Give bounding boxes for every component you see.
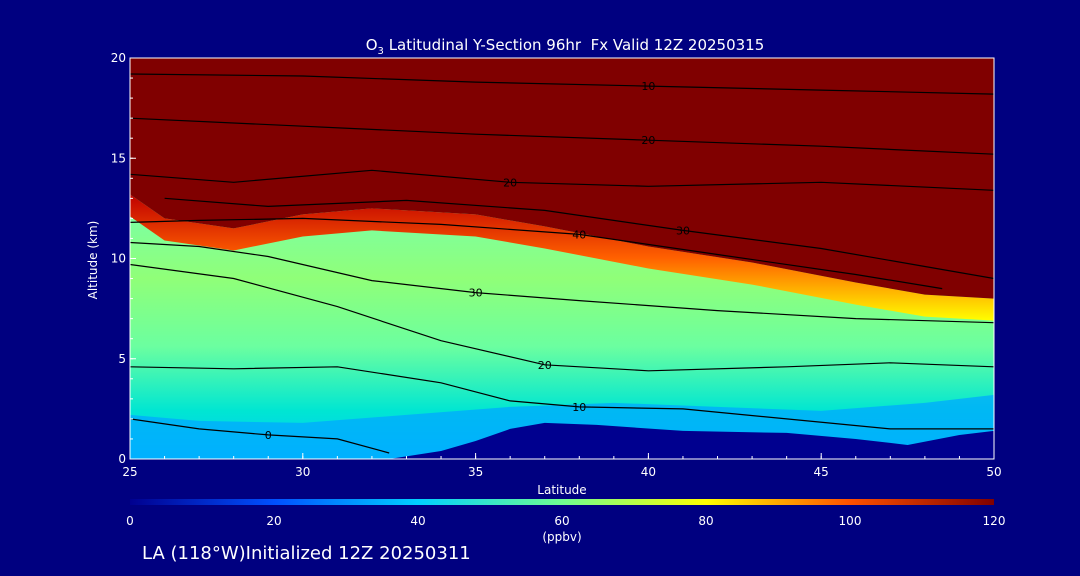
colorbar-tick-label: 60 (554, 514, 569, 528)
contour-label: 10 (572, 401, 586, 414)
contour-line (164, 197, 994, 280)
contour-label: 30 (676, 224, 690, 237)
y-tick-label: 0 (118, 452, 126, 466)
x-axis-ticks: 25 30 35 40 45 50 (122, 453, 1002, 479)
x-tick-label: 40 (641, 465, 656, 479)
contour-line (130, 169, 994, 191)
contour-lines: 10 20 20 30 40 30 20 10 0 (130, 73, 994, 454)
plot-frame (129, 57, 995, 460)
contour-line (130, 418, 390, 454)
x-tick-label: 45 (814, 465, 829, 479)
footer-initialized-label: LA (118°W)Initialized 12Z 20250311 (142, 543, 471, 564)
x-tick-label: 25 (122, 465, 137, 479)
contour-label: 10 (641, 80, 655, 93)
colorbar-tick-label: 0 (126, 514, 134, 528)
y-axis-label: Altitude (km) (86, 221, 100, 300)
colorbar (130, 499, 994, 505)
x-tick-label: 35 (468, 465, 483, 479)
colorbar-tick-label: 100 (839, 514, 862, 528)
contour-line (130, 217, 943, 290)
stratospheric-ozone-region (130, 58, 994, 299)
colorbar-ticks: 0 20 40 60 80 100 120 (126, 514, 1005, 528)
x-tick-label: 30 (295, 465, 310, 479)
contour-label: 40 (572, 228, 586, 241)
x-tick-label: 50 (986, 465, 1001, 479)
y-axis-ticks: 0 5 10 15 20 (111, 51, 136, 466)
chart-title: O3 Latitudinal Y-Section 96hr Fx Valid 1… (365, 36, 765, 57)
contour-line (130, 117, 994, 155)
contour-label: 20 (503, 176, 517, 189)
contour-label: 20 (641, 134, 655, 147)
y-tick-label: 10 (111, 252, 126, 266)
contour-label: 30 (469, 287, 483, 300)
colorbar-tick-label: 40 (410, 514, 425, 528)
contour-label: 0 (265, 429, 272, 442)
colorbar-units: (ppbv) (542, 530, 581, 544)
colorbar-tick-label: 80 (698, 514, 713, 528)
contour-label: 20 (538, 359, 552, 372)
contour-line (130, 366, 994, 430)
tropopause-gradient-band (130, 194, 994, 321)
colorbar-tick-label: 120 (983, 514, 1006, 528)
colorbar-tick-label: 20 (266, 514, 281, 528)
x-axis-label: Latitude (537, 483, 586, 497)
contour-line (130, 263, 994, 372)
contour-line (130, 73, 994, 95)
y-tick-label: 15 (111, 151, 126, 165)
terrain-mask (389, 422, 994, 459)
contour-line (130, 241, 994, 324)
y-tick-label: 5 (118, 352, 126, 366)
y-tick-label: 20 (111, 51, 126, 65)
